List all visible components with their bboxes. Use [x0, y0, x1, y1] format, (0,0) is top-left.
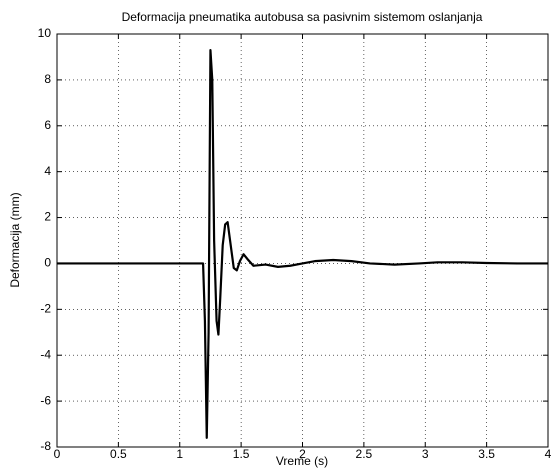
x-tick-label: 1.5 [233, 447, 250, 461]
y-tick-label: 4 [44, 164, 51, 178]
x-tick-label: 3.5 [478, 447, 495, 461]
y-axis-label: Deformacija (mm) [8, 192, 22, 287]
x-tick-label: 1 [176, 447, 183, 461]
chart-title: Deformacija pneumatika autobusa sa pasiv… [122, 10, 483, 24]
x-tick-label: 3 [422, 447, 429, 461]
y-tick-label: -4 [40, 347, 51, 361]
y-tick-label: 8 [44, 72, 51, 86]
y-tick-label: 6 [44, 118, 51, 132]
y-tick-label: -6 [40, 393, 51, 407]
plot-frame [56, 33, 549, 448]
y-tick-label: -8 [40, 439, 51, 453]
data-line [57, 48, 548, 439]
y-tick-label: 2 [44, 210, 51, 224]
x-tick-label: 0 [54, 447, 61, 461]
y-tick-label: 0 [44, 256, 51, 270]
x-tick-label: 2 [299, 447, 306, 461]
x-axis-label: Vreme (s) [276, 454, 328, 468]
x-tick-label: 0.5 [110, 447, 127, 461]
y-tick-label: 10 [38, 26, 52, 40]
x-tick-label: 2.5 [356, 447, 373, 461]
y-tick-label: -2 [40, 302, 51, 316]
x-tick-label: 4 [545, 447, 552, 461]
